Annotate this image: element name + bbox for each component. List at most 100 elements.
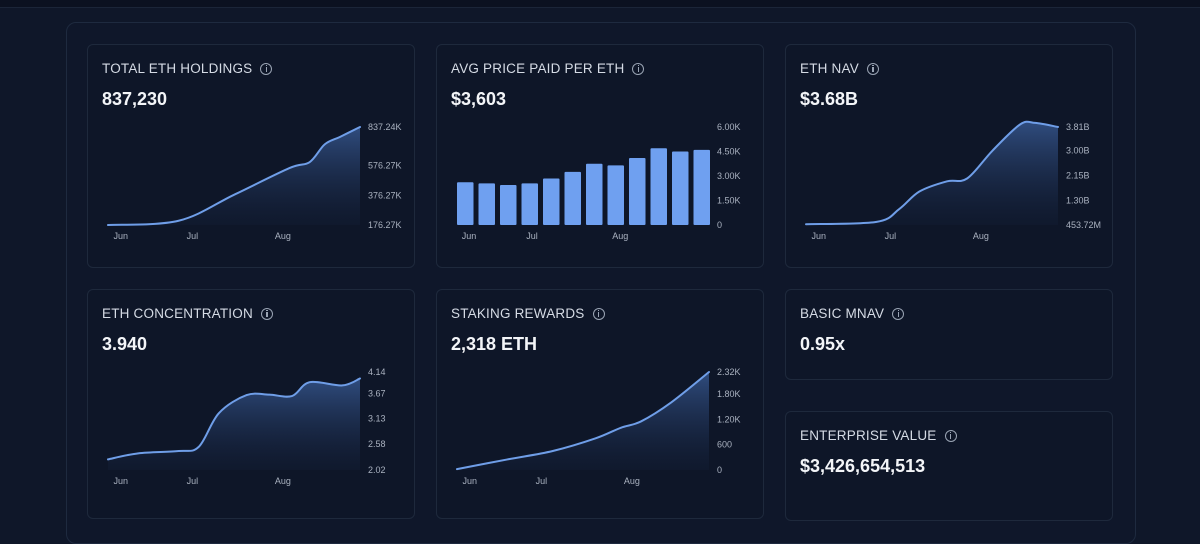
y-tick-label: 176.27K — [368, 220, 402, 230]
y-tick-label: 1.20K — [717, 414, 741, 424]
avg-price-chart: 0 1.50K 3.00K 4.50K 6.00K Jun Jul Aug — [457, 122, 741, 241]
card-title-text: AVG PRICE PAID PER ETH — [451, 61, 625, 76]
card-value: 2,318 ETH — [451, 334, 538, 354]
y-tick-label: 376.27K — [368, 190, 402, 200]
info-circle-icon[interactable] — [260, 307, 273, 320]
x-tick-label: Jul — [526, 231, 538, 241]
card-title: ENTERPRISE VALUE — [800, 428, 957, 443]
y-tick-label: 600 — [717, 440, 732, 450]
bar[interactable] — [650, 148, 668, 225]
y-tick-label: 453.72M — [1066, 220, 1101, 230]
nav-chart: 453.72M 1.30B 2.15B 3.00B 3.81B Jun Jul Aug — [805, 120, 1101, 241]
bar[interactable] — [629, 158, 646, 225]
bar[interactable] — [457, 182, 474, 225]
y-tick-label: 0 — [717, 465, 722, 475]
series-line[interactable] — [805, 120, 1059, 226]
x-tick-label: Aug — [612, 231, 628, 241]
x-tick-label: Aug — [624, 476, 640, 486]
card-title-text: STAKING REWARDS — [451, 306, 585, 321]
y-tick-label: 1.30B — [1066, 195, 1090, 205]
card-title-text: ETH NAV — [800, 61, 859, 76]
y-tick-label: 837.24K — [368, 122, 402, 132]
card-staking-rewards: STAKING REWARDS 2,318 ETH 0 600 1.20K 1.80K… — [436, 289, 764, 519]
y-tick-label: 3.00B — [1066, 146, 1090, 156]
bar[interactable] — [564, 171, 582, 225]
card-value: 3.940 — [102, 334, 148, 354]
info-circle-icon[interactable] — [892, 307, 905, 320]
card-value: $3.68B — [800, 89, 859, 109]
x-tick-label: Jul — [885, 231, 897, 241]
y-tick-label: 4.50K — [717, 147, 741, 157]
y-tick-label: 3.81B — [1066, 122, 1090, 132]
series-line[interactable] — [456, 371, 710, 471]
top-bar — [0, 0, 1200, 8]
card-title: ETH NAV — [800, 61, 879, 76]
y-tick-label: 2.15B — [1066, 170, 1090, 180]
card-title-text: ETH CONCENTRATION — [102, 306, 253, 321]
area-fill — [108, 378, 360, 470]
y-tick-label: 3.67 — [368, 389, 386, 399]
card-title: AVG PRICE PAID PER ETH — [451, 61, 645, 76]
card-title: ETH CONCENTRATION — [102, 306, 273, 321]
bar[interactable] — [586, 163, 603, 225]
y-tick-label: 2.02 — [368, 465, 386, 475]
area-fill — [457, 372, 709, 470]
y-tick-label: 4.14 — [368, 367, 386, 377]
y-tick-label: 3.00K — [717, 171, 741, 181]
y-tick-label: 2.32K — [717, 367, 741, 377]
bar[interactable] — [693, 149, 711, 225]
bar[interactable] — [543, 178, 560, 225]
x-tick-label: Jun — [114, 476, 129, 486]
y-tick-label: 2.58 — [368, 439, 386, 449]
concentration-chart: 2.02 2.58 3.13 3.67 4.14 Jun Jul Aug — [107, 367, 386, 486]
y-tick-label: 6.00K — [717, 122, 741, 132]
card-total-eth-holdings: TOTAL ETH HOLDINGS 837,230 176.27K 376.27… — [87, 44, 415, 268]
x-tick-label: Jun — [114, 231, 129, 241]
card-value: $3,426,654,513 — [800, 456, 926, 476]
x-tick-label: Jun — [812, 231, 827, 241]
info-circle-icon[interactable] — [592, 307, 605, 320]
x-tick-label: Aug — [275, 476, 291, 486]
bar[interactable] — [521, 183, 539, 225]
x-tick-label: Jun — [462, 231, 477, 241]
info-circle-icon[interactable] — [260, 62, 273, 75]
info-circle-icon[interactable] — [632, 62, 645, 75]
bar[interactable] — [500, 184, 517, 225]
holdings-chart: 176.27K 376.27K 576.27K 837.24K Jun Jul Aug — [107, 122, 402, 241]
card-eth-concentration: ETH CONCENTRATION 3.940 2.02 2.58 3.13 3.67… — [87, 289, 415, 519]
series-line[interactable] — [107, 126, 361, 227]
x-tick-label: Jul — [536, 476, 548, 486]
area-fill — [108, 127, 360, 226]
x-tick-label: Jul — [187, 476, 199, 486]
y-tick-label: 0 — [717, 220, 722, 230]
info-circle-icon[interactable] — [944, 429, 957, 442]
card-value: 0.95x — [800, 334, 846, 354]
card-title: STAKING REWARDS — [451, 306, 605, 321]
series-line[interactable] — [107, 377, 361, 461]
area-fill — [806, 121, 1058, 225]
card-eth-nav: ETH NAV $3.68B 453.72M 1.30B 2.15B 3.00B 3.8… — [785, 44, 1113, 268]
y-tick-label: 576.27K — [368, 161, 402, 171]
card-title-text: TOTAL ETH HOLDINGS — [102, 61, 253, 76]
staking-chart: 0 600 1.20K 1.80K 2.32K Jun Jul Aug — [456, 367, 741, 486]
y-tick-label: 3.13 — [368, 414, 386, 424]
card-title: TOTAL ETH HOLDINGS — [102, 61, 273, 76]
card-basic-mnav: BASIC MNAV 0.95x — [785, 289, 1113, 380]
x-tick-label: Aug — [973, 231, 989, 241]
y-tick-label: 1.80K — [717, 389, 741, 399]
x-tick-label: Aug — [275, 231, 291, 241]
bar[interactable] — [672, 151, 689, 226]
card-value: $3,603 — [451, 89, 507, 109]
card-enterprise-value: ENTERPRISE VALUE $3,426,654,513 — [785, 411, 1113, 521]
info-circle-icon[interactable] — [866, 62, 879, 75]
bar[interactable] — [478, 183, 496, 225]
card-title: BASIC MNAV — [800, 306, 905, 321]
card-title-text: ENTERPRISE VALUE — [800, 428, 937, 443]
bar[interactable] — [607, 165, 625, 225]
card-avg-price-paid: AVG PRICE PAID PER ETH $3,603 0 1.50K 3.00… — [436, 44, 764, 268]
y-tick-label: 1.50K — [717, 196, 741, 206]
card-value: 837,230 — [102, 89, 168, 109]
card-title-text: BASIC MNAV — [800, 306, 885, 321]
x-tick-label: Jul — [187, 231, 199, 241]
x-tick-label: Jun — [463, 476, 478, 486]
